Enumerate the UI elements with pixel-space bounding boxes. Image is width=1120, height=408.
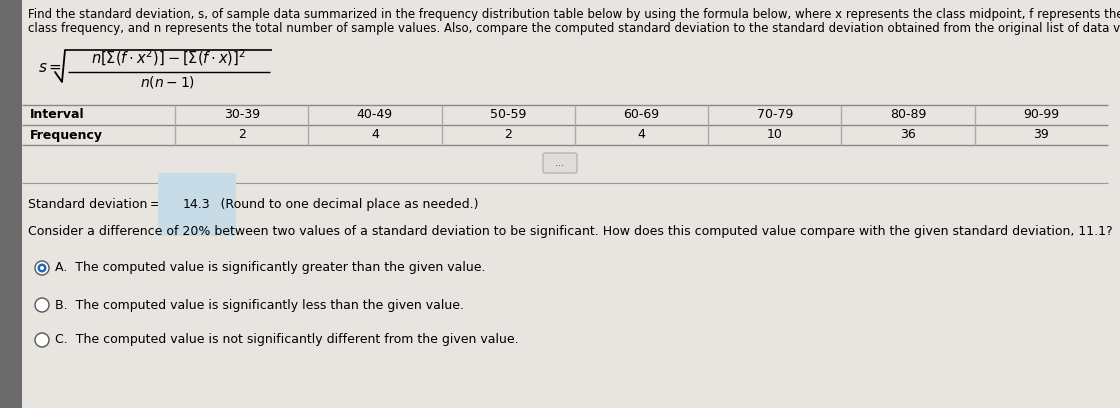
Text: 70-79: 70-79 (757, 109, 793, 122)
Text: 60-69: 60-69 (624, 109, 660, 122)
Text: Find the standard deviation, s, of sample data summarized in the frequency distr: Find the standard deviation, s, of sampl… (28, 8, 1120, 21)
Text: 40-49: 40-49 (357, 109, 393, 122)
Circle shape (35, 333, 49, 347)
Text: 30-39: 30-39 (224, 109, 260, 122)
Text: ...: ... (556, 158, 564, 168)
Text: 80-89: 80-89 (890, 109, 926, 122)
Text: 10: 10 (767, 129, 783, 142)
Text: C.  The computed value is not significantly different from the given value.: C. The computed value is not significant… (55, 333, 519, 346)
Text: class frequency, and n represents the total number of sample values. Also, compa: class frequency, and n represents the to… (28, 22, 1120, 35)
Circle shape (35, 298, 49, 312)
Text: (Round to one decimal place as needed.): (Round to one decimal place as needed.) (218, 198, 478, 211)
Text: Interval: Interval (30, 109, 85, 122)
Text: A.  The computed value is significantly greater than the given value.: A. The computed value is significantly g… (55, 262, 485, 275)
Text: $n(n-1)$: $n(n-1)$ (140, 74, 196, 90)
Bar (0, 0, 22, 408)
Circle shape (35, 261, 49, 275)
Text: 39: 39 (1034, 129, 1049, 142)
Text: Frequency: Frequency (30, 129, 103, 142)
Text: 2: 2 (237, 129, 245, 142)
Text: 2: 2 (504, 129, 512, 142)
Text: B.  The computed value is significantly less than the given value.: B. The computed value is significantly l… (55, 299, 464, 311)
Text: $s=$: $s=$ (38, 60, 62, 75)
Text: 50-59: 50-59 (491, 109, 526, 122)
Text: 36: 36 (900, 129, 916, 142)
FancyBboxPatch shape (543, 153, 577, 173)
Circle shape (40, 266, 44, 270)
Text: Consider a difference of 20% between two values of a standard deviation to be si: Consider a difference of 20% between two… (28, 225, 1112, 238)
Text: $n[\Sigma(f \cdot x^2)] - [\Sigma(f \cdot x)]^2$: $n[\Sigma(f \cdot x^2)] - [\Sigma(f \cdo… (91, 48, 245, 69)
Circle shape (37, 264, 47, 273)
Text: 4: 4 (637, 129, 645, 142)
Text: 4: 4 (371, 129, 379, 142)
Text: 90-99: 90-99 (1024, 109, 1060, 122)
Text: 14.3: 14.3 (183, 198, 211, 211)
Text: Standard deviation =: Standard deviation = (28, 198, 164, 211)
